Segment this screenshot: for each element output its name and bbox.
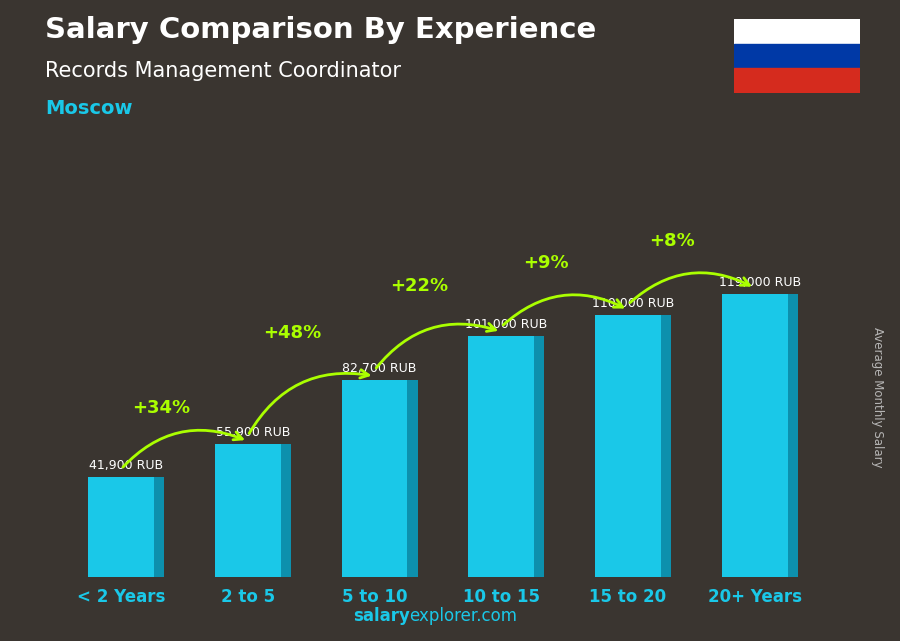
Text: +8%: +8%	[650, 232, 695, 251]
Text: explorer.com: explorer.com	[410, 607, 518, 625]
Bar	[468, 337, 534, 577]
Text: Salary Comparison By Experience: Salary Comparison By Experience	[45, 16, 596, 44]
Polygon shape	[154, 477, 164, 577]
Polygon shape	[281, 444, 291, 577]
Text: salary: salary	[353, 607, 410, 625]
Text: Moscow: Moscow	[45, 99, 132, 119]
Text: Records Management Coordinator: Records Management Coordinator	[45, 61, 401, 81]
Polygon shape	[661, 315, 671, 577]
Bar	[88, 477, 154, 577]
Polygon shape	[788, 294, 797, 577]
Text: Average Monthly Salary: Average Monthly Salary	[871, 327, 884, 468]
Polygon shape	[408, 380, 418, 577]
Text: +22%: +22%	[390, 277, 448, 295]
Text: 110,000 RUB: 110,000 RUB	[592, 297, 674, 310]
Polygon shape	[534, 337, 544, 577]
Text: +9%: +9%	[523, 254, 569, 272]
Text: +48%: +48%	[263, 324, 321, 342]
Text: 82,700 RUB: 82,700 RUB	[342, 362, 417, 375]
Text: 119,000 RUB: 119,000 RUB	[718, 276, 801, 288]
Bar	[734, 19, 860, 44]
Text: 101,000 RUB: 101,000 RUB	[465, 319, 547, 331]
Text: 41,900 RUB: 41,900 RUB	[89, 459, 163, 472]
Text: +34%: +34%	[132, 399, 191, 417]
Bar	[215, 444, 281, 577]
Bar	[595, 315, 661, 577]
Bar	[722, 294, 788, 577]
Bar	[734, 69, 860, 93]
Bar	[734, 44, 860, 69]
Bar	[341, 380, 408, 577]
Text: 55,900 RUB: 55,900 RUB	[216, 426, 290, 439]
